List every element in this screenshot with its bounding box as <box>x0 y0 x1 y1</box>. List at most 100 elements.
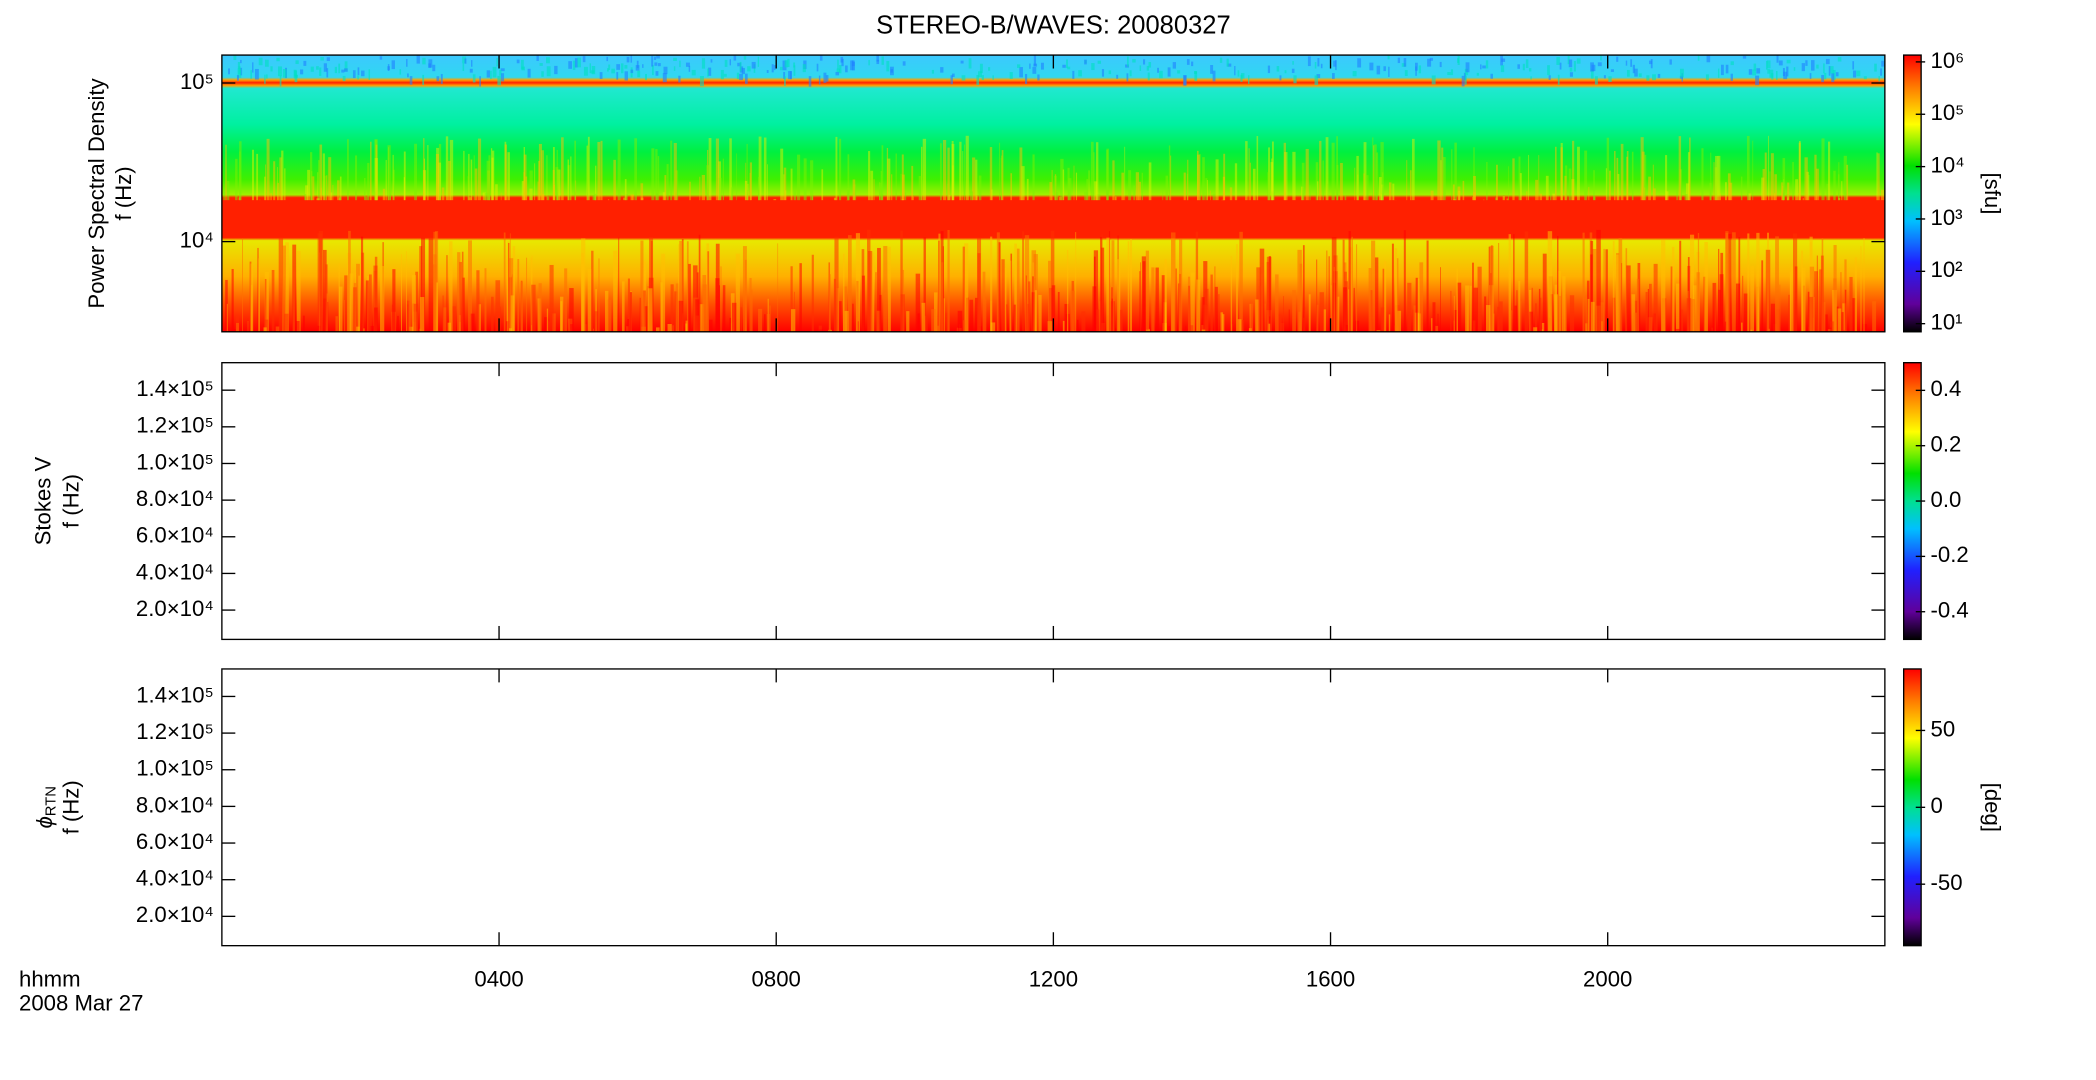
spectrogram-streak <box>1718 289 1721 332</box>
spectrogram-streak <box>1801 267 1806 332</box>
spectrogram-streak <box>1378 177 1382 201</box>
spectrogram-streak <box>699 304 704 332</box>
spectrogram-streak <box>673 66 676 71</box>
spectrogram-streak <box>1501 58 1506 62</box>
spectrogram-streak <box>1465 62 1470 73</box>
spectrogram-streak <box>278 237 284 332</box>
spectrogram-streak <box>344 275 349 332</box>
spectrogram-streak <box>284 313 289 332</box>
spectrogram-streak <box>421 237 426 332</box>
spectrogram-streak <box>923 237 926 332</box>
spectrogram-streak <box>310 66 314 72</box>
spectrogram-streak <box>1626 265 1631 332</box>
spectrogram-streak <box>828 274 831 332</box>
spectrogram-streak <box>295 60 299 65</box>
spectrogram-streak <box>785 190 787 201</box>
spectrogram-streak <box>1676 190 1678 201</box>
spectrogram-streak <box>1315 162 1319 201</box>
spectrogram-streak <box>877 247 881 332</box>
spectrogram-streak <box>1354 167 1356 201</box>
spectrogram-streak <box>355 155 358 201</box>
spectrogram-streak <box>1732 232 1736 332</box>
spectrogram-streak <box>1267 172 1271 201</box>
spectrogram-streak <box>1376 152 1379 201</box>
spectrogram-streak <box>777 243 779 332</box>
spectrogram-streak <box>670 328 672 332</box>
spectrogram-streak <box>1084 191 1088 201</box>
spectrogram-streak <box>618 237 620 332</box>
spectrogram-streak <box>736 153 738 201</box>
spectrogram-streak <box>753 64 756 73</box>
spectrogram-streak <box>1753 63 1757 71</box>
spectrogram-streak <box>1636 278 1640 332</box>
y-tick-label: 1.2×10⁵ <box>136 413 214 438</box>
spectrogram-streak <box>606 56 609 62</box>
spectrogram-streak <box>1827 141 1831 201</box>
spectrogram-streak <box>1691 299 1695 332</box>
spectrogram-streak <box>1841 181 1843 201</box>
spectrogram-streak <box>1271 141 1274 201</box>
spectrogram-streak <box>818 325 822 332</box>
spectrogram-streak <box>1029 63 1031 69</box>
spectrogram-streak <box>1801 63 1805 72</box>
spectrogram-streak <box>838 65 842 74</box>
spectrogram-streak <box>327 301 329 332</box>
spectrogram-streak <box>843 286 848 332</box>
y-axis-label: f (Hz) <box>59 474 84 528</box>
spectrogram-streak <box>1854 257 1857 332</box>
spectrogram-streak <box>380 266 385 332</box>
spectrogram-streak <box>663 66 668 75</box>
spectrogram-streak <box>326 175 328 201</box>
spectrogram-streak <box>310 152 313 201</box>
spectrogram-streak <box>654 62 658 66</box>
spectrogram-streak <box>1497 306 1500 332</box>
spectrogram-streak <box>1183 75 1187 86</box>
spectrogram-streak <box>1828 66 1831 76</box>
spectrogram-streak <box>720 69 724 80</box>
spectrogram-streak <box>1844 289 1847 332</box>
spectrogram-streak <box>1711 327 1714 332</box>
spectrogram-streak <box>749 172 751 201</box>
spectrogram-streak <box>1372 137 1374 201</box>
spectrogram-streak <box>1518 280 1521 332</box>
spectrogram-streak <box>1141 172 1143 201</box>
spectrogram-streak <box>1032 66 1037 74</box>
spectrogram-streak <box>591 250 594 332</box>
spectrogram-streak <box>731 302 737 332</box>
spectrogram-streak <box>1750 329 1753 332</box>
spectrogram-streak <box>1528 289 1532 332</box>
spectrogram-streak <box>1706 55 1711 63</box>
spectrogram-streak <box>613 159 616 201</box>
spectrogram-streak <box>745 73 748 84</box>
spectrogram-streak <box>1049 182 1052 201</box>
spectrogram-streak <box>1070 290 1075 332</box>
spectrogram-streak <box>491 150 495 201</box>
spectrogram-streak <box>1838 162 1840 201</box>
spectrogram-streak <box>1033 55 1037 66</box>
spectrogram-streak <box>1299 263 1303 332</box>
spectrogram-streak <box>867 229 871 332</box>
spectrogram-streak <box>718 285 720 332</box>
spectrogram-streak <box>879 294 882 332</box>
spectrogram-streak <box>587 144 589 201</box>
spectrogram-streak <box>531 284 536 332</box>
spectrogram-streak <box>568 61 572 69</box>
spectrogram-streak <box>228 68 230 75</box>
spectrogram-streak <box>235 315 240 332</box>
spectrogram-streak <box>1741 322 1743 332</box>
spectrogram-streak <box>1292 290 1296 332</box>
spectrogram-streak <box>334 66 338 74</box>
spectrogram-streak <box>617 139 621 201</box>
spectrogram-streak <box>960 60 964 64</box>
spectrogram-streak <box>1846 164 1849 201</box>
spectrogram-streak <box>1326 250 1328 332</box>
colorbar-label: [sfu] <box>1980 172 2005 214</box>
spectrogram-streak <box>1633 312 1637 332</box>
spectrogram-streak <box>1665 191 1669 201</box>
spectrogram-streak <box>1210 190 1211 201</box>
spectrogram-streak <box>1075 172 1078 201</box>
spectrogram-streak <box>682 313 684 332</box>
spectrogram-streak <box>788 71 792 80</box>
spectrogram-streak <box>338 63 341 74</box>
spectrogram-streak <box>673 142 677 201</box>
